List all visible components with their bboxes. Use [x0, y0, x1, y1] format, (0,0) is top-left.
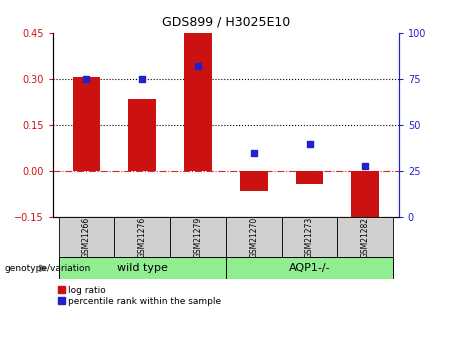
- Bar: [170, 217, 226, 257]
- Bar: [59, 217, 114, 257]
- Point: [250, 150, 257, 156]
- Bar: [226, 217, 282, 257]
- Text: AQP1-/-: AQP1-/-: [289, 263, 331, 273]
- Text: GSM21270: GSM21270: [249, 217, 258, 258]
- Text: GSM21273: GSM21273: [305, 217, 314, 258]
- Bar: [184, 31, 212, 171]
- Bar: [114, 217, 170, 257]
- Bar: [72, 77, 100, 171]
- Bar: [226, 257, 393, 279]
- Bar: [240, 171, 268, 191]
- Point: [306, 141, 313, 146]
- Legend: log ratio, percentile rank within the sample: log ratio, percentile rank within the sa…: [58, 286, 221, 306]
- Point: [361, 163, 369, 168]
- Text: GSM21276: GSM21276: [138, 217, 147, 258]
- Bar: [296, 171, 324, 184]
- Text: GSM21266: GSM21266: [82, 217, 91, 258]
- Bar: [351, 171, 379, 222]
- Text: wild type: wild type: [117, 263, 168, 273]
- Text: genotype/variation: genotype/variation: [5, 264, 91, 273]
- Text: GSM21282: GSM21282: [361, 217, 370, 258]
- Title: GDS899 / H3025E10: GDS899 / H3025E10: [162, 16, 290, 29]
- Point: [195, 63, 202, 69]
- Bar: [59, 257, 226, 279]
- Bar: [282, 217, 337, 257]
- Point: [83, 76, 90, 82]
- Bar: [128, 99, 156, 171]
- Text: GSM21279: GSM21279: [194, 217, 202, 258]
- Bar: [337, 217, 393, 257]
- Point: [139, 76, 146, 82]
